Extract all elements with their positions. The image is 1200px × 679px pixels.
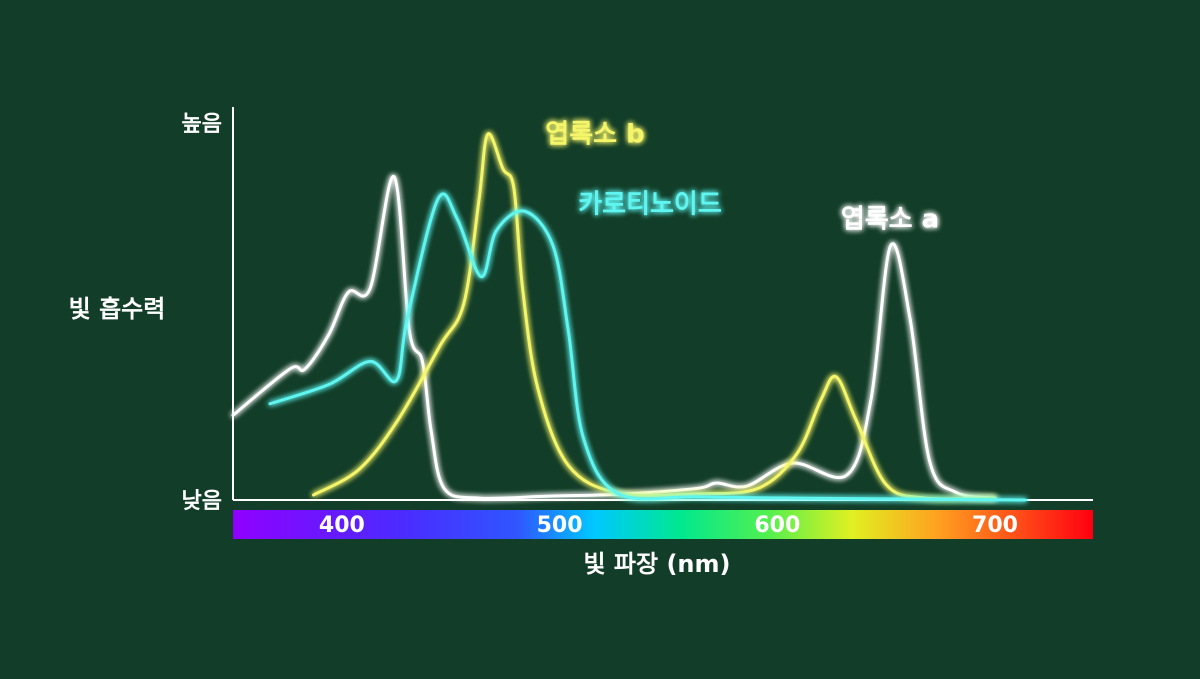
y-tick-label: 낮음 (182, 489, 222, 514)
x-axis-title: 빛 파장 (nm) (584, 550, 731, 578)
spectrum-bar (233, 510, 1093, 539)
series-label: 카로티노이드 (578, 190, 722, 220)
series-line (231, 175, 997, 500)
x-tick-label: 400 (319, 513, 365, 538)
series-label: 엽록소 a (841, 205, 939, 235)
series-line (312, 132, 997, 501)
x-tick-label: 700 (972, 513, 1018, 538)
y-axis-title: 빛 흡수력 (69, 295, 166, 323)
series-label: 엽록소 b (545, 120, 644, 150)
x-tick-label: 500 (537, 513, 583, 538)
x-tick-label: 600 (754, 513, 800, 538)
y-tick-label: 높음 (182, 112, 222, 137)
series-line (268, 192, 1028, 502)
